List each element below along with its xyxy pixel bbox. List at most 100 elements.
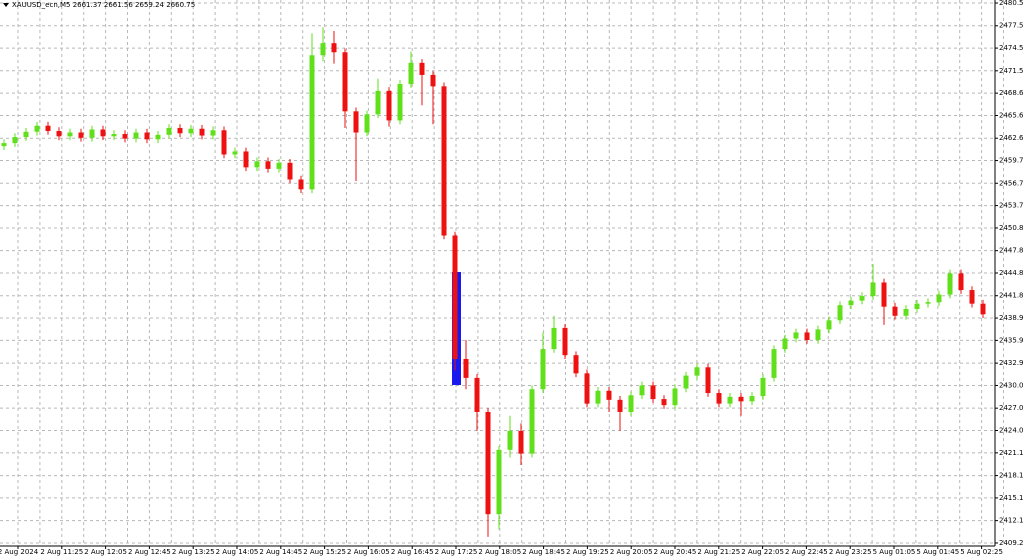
candle-body <box>749 396 755 402</box>
candle-body <box>848 300 854 306</box>
y-tick-label: 2480.50 <box>999 0 1024 7</box>
candle-body <box>705 367 711 394</box>
candle-body <box>353 111 359 133</box>
x-tick-label: 2 Aug 16:05 <box>347 548 390 556</box>
x-tick-label: 2 Aug 20:45 <box>654 548 697 556</box>
y-tick-label: 2462.65 <box>999 134 1024 142</box>
candle-body <box>287 162 293 180</box>
candle-body <box>518 430 524 454</box>
candle-body <box>254 161 260 168</box>
y-tick-label: 2477.50 <box>999 22 1024 30</box>
candle-body <box>694 367 700 376</box>
candle-body <box>331 43 337 53</box>
candle-body <box>628 395 634 412</box>
candle-body <box>947 273 953 295</box>
candle-body <box>716 393 722 404</box>
candle-body <box>958 273 964 291</box>
x-tick-label: 5 Aug 01:05 <box>873 548 916 556</box>
x-tick-label: 2 Aug 18:05 <box>478 548 521 556</box>
candle-body <box>529 389 535 454</box>
candle-body <box>859 296 865 301</box>
y-tick-label: 2409.20 <box>999 539 1024 547</box>
candle-body <box>936 294 942 303</box>
candle-body <box>837 305 843 321</box>
candle-body <box>100 129 106 137</box>
candle-body <box>815 329 821 341</box>
menu-arrow[interactable] <box>3 3 9 7</box>
candle-body <box>298 179 304 190</box>
candle-body <box>221 130 227 155</box>
candle-body <box>364 114 370 133</box>
x-tick-label: 2 Aug 14:45 <box>259 548 302 556</box>
x-tick-label: 2 Aug 12:45 <box>128 548 171 556</box>
candle-body <box>34 125 40 132</box>
y-tick-label: 2412.15 <box>999 517 1024 525</box>
candle-body <box>738 396 744 402</box>
y-tick-label: 2424.05 <box>999 427 1024 435</box>
y-tick-label: 2430.00 <box>999 381 1024 389</box>
chart-title: XAUUSD_ecn,M5 2661.37 2661.56 2659.24 26… <box>12 1 195 9</box>
x-tick-label: 5 Aug 02:25 <box>960 548 1003 556</box>
x-tick-label: 2 Aug 13:25 <box>172 548 215 556</box>
candle-body <box>683 375 689 389</box>
candle-body <box>12 137 18 144</box>
candle-body <box>67 132 73 137</box>
y-tick-label: 2471.55 <box>999 67 1024 75</box>
candle-body <box>155 134 161 140</box>
y-tick-label: 2444.85 <box>999 269 1024 277</box>
candle-body <box>133 132 139 139</box>
candle-body <box>485 411 491 515</box>
x-tick-label: 2 Aug 2024 <box>0 548 39 556</box>
candle-body <box>56 131 62 137</box>
y-tick-label: 2465.65 <box>999 111 1024 119</box>
candles <box>1 27 986 537</box>
candle-body <box>892 306 898 316</box>
x-tick-label: 5 Aug 01:45 <box>916 548 959 556</box>
y-tick-label: 2432.95 <box>999 359 1024 367</box>
candle-body <box>639 385 645 396</box>
candle-body <box>980 303 986 315</box>
candle-body <box>397 84 403 121</box>
y-tick-label: 2415.15 <box>999 494 1024 502</box>
candle-body <box>122 134 128 139</box>
candle-body <box>309 55 315 190</box>
candle-body <box>584 373 590 404</box>
candle-body <box>386 90 392 121</box>
candle-body <box>903 308 909 316</box>
candle-body <box>969 290 975 304</box>
candle-body <box>782 338 788 350</box>
y-tick-label: 2438.90 <box>999 314 1024 322</box>
candle-body <box>650 385 656 400</box>
candle-body <box>243 151 249 168</box>
candle-body <box>320 43 326 56</box>
candle-body <box>177 127 183 134</box>
candle-body <box>430 74 436 87</box>
candle-body <box>276 162 282 169</box>
candle-body <box>375 90 381 115</box>
y-tick-label: 2456.70 <box>999 179 1024 187</box>
candle-body <box>89 129 95 138</box>
candle-body <box>452 235 458 359</box>
candle-body <box>1 143 7 147</box>
y-tick-label: 2421.10 <box>999 449 1024 457</box>
candle-body <box>199 128 205 136</box>
candle-body <box>551 327 557 350</box>
y-tick-label: 2453.75 <box>999 202 1024 210</box>
y-tick-label: 2474.55 <box>999 44 1024 52</box>
candle-body <box>925 302 931 304</box>
candle-body <box>540 349 546 390</box>
candle-body <box>265 161 271 169</box>
y-tick-label: 2450.80 <box>999 224 1024 232</box>
x-tick-label: 2 Aug 17:25 <box>435 548 478 556</box>
candle-body <box>463 358 469 378</box>
candle-body <box>232 151 238 155</box>
candle-body <box>881 282 887 307</box>
candle-body <box>342 52 348 112</box>
candle-body <box>661 399 667 406</box>
candle-body <box>804 332 810 341</box>
x-tick-label: 2 Aug 19:25 <box>566 548 609 556</box>
candle-body <box>210 130 216 136</box>
candle-body <box>45 125 51 132</box>
candle-body <box>573 355 579 374</box>
